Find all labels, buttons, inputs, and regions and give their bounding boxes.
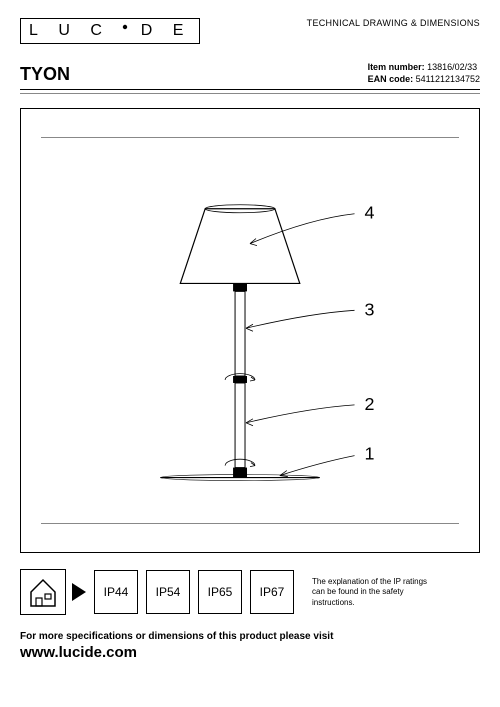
arrow-icon	[72, 583, 86, 601]
drawing-frame: 4 3 2 1	[20, 108, 480, 553]
indoor-outdoor-icon	[20, 569, 66, 615]
technical-diagram: 4 3 2 1	[21, 149, 479, 512]
callout-3: 3	[364, 300, 374, 320]
ip-ratings-row: IP44 IP54 IP65 IP67 The explanation of t…	[20, 569, 480, 615]
product-codes: Item number: 13816/02/33 EAN code: 54112…	[368, 62, 480, 85]
divider	[20, 89, 480, 90]
divider-thin	[20, 93, 480, 94]
page-title: TECHNICAL DRAWING & DIMENSIONS	[307, 18, 480, 28]
brand-logo: L U C D E	[20, 18, 200, 44]
callout-2: 2	[364, 394, 374, 414]
inner-rule-top	[41, 137, 459, 138]
ip-rating-box: IP44	[94, 570, 138, 614]
inner-rule-bottom	[41, 523, 459, 524]
header: L U C D E TECHNICAL DRAWING & DIMENSIONS	[20, 18, 480, 44]
footer-text: For more specifications or dimensions of…	[20, 631, 480, 642]
footer-url: www.lucide.com	[20, 644, 480, 661]
footer: For more specifications or dimensions of…	[20, 631, 480, 661]
product-name: TYON	[20, 64, 70, 85]
callout-1: 1	[364, 444, 374, 464]
item-number-label: Item number:	[368, 62, 425, 72]
ip-note: The explanation of the IP ratings can be…	[312, 577, 432, 608]
house-icon	[25, 574, 61, 610]
item-number-value: 13816/02/33	[427, 62, 477, 72]
logo-text: L U C D E	[29, 22, 191, 39]
ip-value: IP54	[156, 585, 181, 599]
ean-value: 5411212134752	[416, 74, 480, 84]
product-info: TYON Item number: 13816/02/33 EAN code: …	[20, 62, 480, 85]
ip-value: IP65	[208, 585, 233, 599]
ip-rating-box: IP65	[198, 570, 242, 614]
callout-4: 4	[364, 203, 374, 223]
ip-rating-box: IP54	[146, 570, 190, 614]
ip-rating-box: IP67	[250, 570, 294, 614]
ip-value: IP67	[260, 585, 285, 599]
ean-label: EAN code:	[368, 74, 414, 84]
ip-value: IP44	[104, 585, 129, 599]
